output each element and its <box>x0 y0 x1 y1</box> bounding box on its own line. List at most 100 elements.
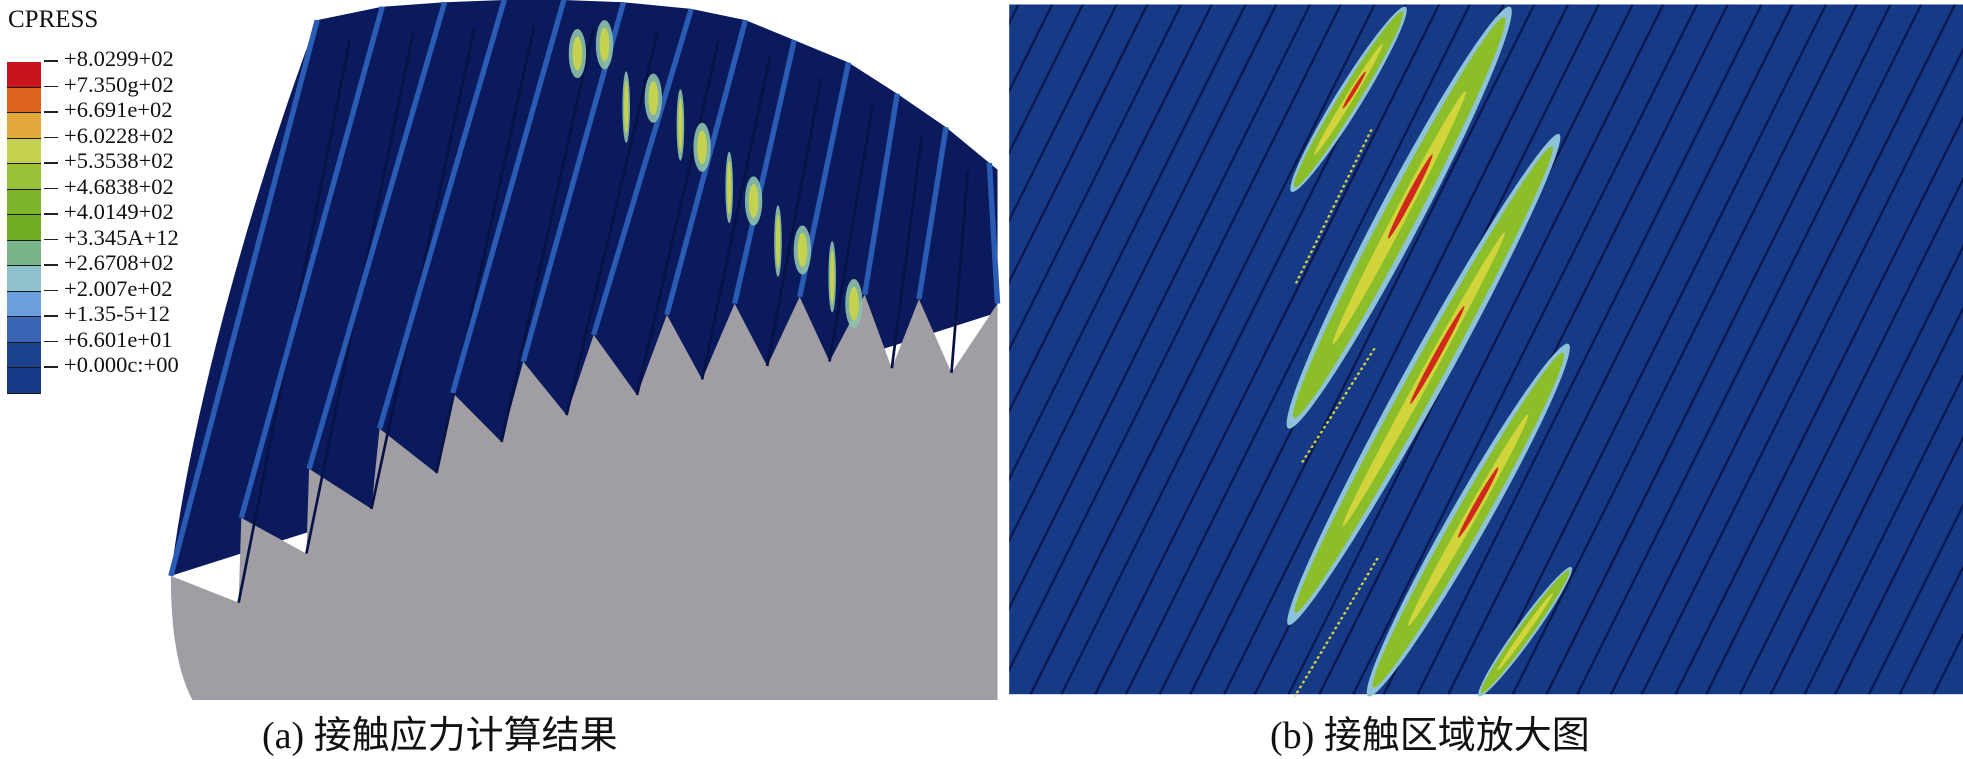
colorbar-band <box>7 87 41 113</box>
contact-zone <box>1366 343 1570 697</box>
element-edge-line <box>1009 4 1214 414</box>
element-edge-line <box>1009 4 1343 673</box>
legend-label: +2.6708+02 <box>44 250 179 276</box>
tooth-edge <box>376 0 507 430</box>
contact-background <box>1009 4 1963 695</box>
contact-zone <box>1478 566 1573 697</box>
element-edge-line <box>1511 4 1858 695</box>
contact-spot-core <box>624 80 629 134</box>
tooth-root-line <box>700 56 772 380</box>
element-edge-line <box>1705 176 1963 695</box>
contact-zone-peak <box>1458 467 1499 538</box>
tooth-edge <box>168 19 320 577</box>
contact-spot-core <box>830 250 835 304</box>
element-edge-line <box>1674 115 1963 695</box>
colorbar-band <box>7 62 41 88</box>
contact-zone-yellow <box>1497 592 1553 671</box>
contact-zone-peak <box>1387 154 1433 239</box>
legend-label: +4.0149+02 <box>44 199 179 225</box>
tooth-root-line <box>500 27 596 443</box>
element-edge-line <box>1318 4 1665 695</box>
element-edge-line <box>1009 4 1149 285</box>
contact-spot-core <box>797 233 808 267</box>
legend-label: +8.0299+02 <box>44 46 179 72</box>
tooth-edge <box>450 0 567 394</box>
panel-a-gear-model <box>168 0 1001 700</box>
element-edge-line <box>1009 4 1312 611</box>
caption-a: (a) 接触应力计算结果 <box>262 715 618 757</box>
element-edge-line <box>1009 4 1183 352</box>
tooth-edge <box>916 126 949 300</box>
element-edge-line <box>1124 4 1471 695</box>
legend-title: CPRESS <box>8 6 99 33</box>
tooth-root-line <box>890 137 923 369</box>
legend-label: +0.000c:+00 <box>44 352 179 378</box>
tooth-edge <box>591 8 694 336</box>
colorbar-band <box>7 240 41 266</box>
contact-spot-core <box>678 98 683 152</box>
contact-zone <box>1287 133 1561 626</box>
tooth-root-line <box>370 27 476 510</box>
legend-label: +6.0228+02 <box>44 123 179 149</box>
contact-zone <box>1290 6 1407 193</box>
tooth-root-line <box>435 26 536 474</box>
element-edge-line <box>1898 564 1963 695</box>
colorbar-band <box>7 368 41 394</box>
colorbar-band <box>7 215 41 241</box>
legend-label: +2.007e+02 <box>44 276 179 302</box>
colorbar-band <box>7 342 41 368</box>
colorbar-band <box>7 291 41 317</box>
contact-spot-core <box>572 36 583 71</box>
element-edge-line <box>1009 4 1118 223</box>
contact-zone-peak <box>1342 71 1366 109</box>
element-edge-line <box>1029 4 1376 695</box>
colorbar-band <box>7 113 41 139</box>
colorbar-band <box>7 189 41 215</box>
tooth-edge <box>862 93 900 295</box>
contact-spot-core <box>848 286 859 321</box>
tooth-root-line <box>950 171 970 373</box>
element-edge-line <box>1738 244 1963 695</box>
panel-b-contact-zoom <box>1009 4 1963 697</box>
contact-trace <box>1293 557 1379 697</box>
element-edge-line <box>1867 503 1963 695</box>
element-edge-line <box>1223 4 1570 695</box>
tooth-edge <box>306 1 448 470</box>
colorbar-band <box>7 266 41 292</box>
legend-label: +3.345A+12 <box>44 225 179 251</box>
contact-zone-yellow <box>1408 414 1529 626</box>
legend-label: +6.601e+01 <box>44 327 179 353</box>
legend-label: +7.350g+02 <box>44 72 179 98</box>
contact-zone-yellow <box>1332 91 1466 345</box>
colorbar <box>7 62 41 394</box>
element-edge-line <box>1416 4 1763 695</box>
element-edge-line <box>1834 435 1963 695</box>
contact-trace <box>1293 129 1373 287</box>
contact-spot-core <box>727 160 732 215</box>
legend-label: +6.691e+02 <box>44 97 179 123</box>
tooth-edge <box>238 6 385 519</box>
contact-spot-core <box>599 27 610 62</box>
tooth-edge <box>731 39 797 304</box>
caption-b: (b) 接触区域放大图 <box>1270 715 1590 757</box>
contact-spot-core <box>648 81 659 116</box>
element-edge-line <box>1480 4 1828 695</box>
element-edge-line <box>1640 47 1963 695</box>
colorbar-band <box>7 138 41 164</box>
element-edge-line <box>1447 4 1794 695</box>
legend-label: +5.3538+02 <box>44 148 179 174</box>
colorbar-band <box>7 317 41 343</box>
element-edge-line <box>1576 4 1923 695</box>
tooth-root-line <box>828 104 875 362</box>
legend-label: +1.35-5+12 <box>44 301 179 327</box>
contact-zone-peak <box>1410 305 1465 405</box>
element-edge-line <box>1803 373 1963 695</box>
contact-spot-core <box>775 214 781 268</box>
element-edge-line <box>1351 4 1699 695</box>
tooth-surface <box>170 0 998 576</box>
colorbar-band <box>7 164 41 190</box>
tooth-root-line <box>635 41 720 396</box>
legend-labels: +8.0299+02 +7.350g+02 +6.691e+02 +6.0228+02… <box>44 46 179 378</box>
tooth-root-line <box>765 77 823 367</box>
contact-zone <box>1286 6 1512 429</box>
